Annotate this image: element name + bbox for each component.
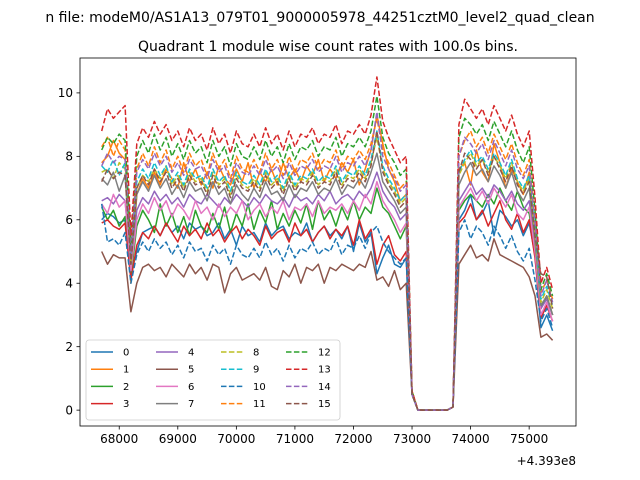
x-tick-label: 74000 — [451, 432, 489, 446]
x-tick-label: 68000 — [100, 432, 138, 446]
legend-label-14: 14 — [318, 382, 331, 393]
plot-area: 68000 69000 70000 71000 72000 73000 74000 75000… — [58, 57, 577, 468]
figure-suptitle: n file: modeM0/AS1A13_079T01_9000005978_… — [45, 10, 594, 26]
legend-label-7: 7 — [188, 399, 194, 410]
series-line-12 — [101, 95, 554, 411]
x-offset-label: +4.393e8 — [517, 454, 576, 468]
x-tick-label: 71000 — [276, 432, 314, 446]
legend-label-10: 10 — [253, 382, 266, 393]
chart-title: Quadrant 1 module wise count rates with … — [138, 39, 518, 55]
y-tick-label: 4 — [65, 277, 73, 291]
legend-label-8: 8 — [253, 348, 259, 359]
legend-label-9: 9 — [253, 365, 259, 376]
series-line-2 — [101, 187, 554, 411]
legend-box — [85, 339, 341, 421]
series-line-11 — [101, 117, 554, 411]
x-tick-label: 73000 — [393, 432, 431, 446]
legend-label-1: 1 — [123, 365, 129, 376]
series-line-3 — [101, 200, 554, 411]
x-tick-label: 69000 — [159, 432, 197, 446]
x-tick-label: 72000 — [334, 432, 372, 446]
legend-label-15: 15 — [318, 399, 331, 410]
legend-label-4: 4 — [188, 348, 194, 359]
x-tick-label: 70000 — [217, 432, 255, 446]
legend-label-13: 13 — [318, 365, 331, 376]
legend-label-6: 6 — [188, 382, 194, 393]
series-line-4 — [101, 171, 554, 411]
series-line-7 — [101, 152, 554, 411]
y-tick-label: 6 — [65, 213, 73, 227]
series-line-13 — [100, 76, 554, 411]
legend-label-11: 11 — [253, 399, 266, 410]
legend-label-3: 3 — [123, 399, 129, 410]
legend-label-0: 0 — [123, 348, 129, 359]
series-line-15 — [101, 130, 554, 411]
y-tick-label: 0 — [65, 403, 73, 417]
series-line-10 — [100, 203, 554, 411]
y-tick-label: 2 — [65, 340, 73, 354]
series-line-6 — [101, 180, 554, 411]
series-line-9 — [101, 130, 554, 411]
series-line-5 — [101, 238, 554, 411]
y-tick-label: 8 — [65, 150, 73, 164]
x-tick-label: 75000 — [510, 432, 548, 446]
legend-label-12: 12 — [318, 348, 331, 359]
y-tick-label: 10 — [58, 86, 73, 100]
legend-label-5: 5 — [188, 365, 194, 376]
axes-frame — [79, 57, 577, 427]
series-line-14 — [101, 111, 554, 411]
legend-label-2: 2 — [123, 382, 129, 393]
